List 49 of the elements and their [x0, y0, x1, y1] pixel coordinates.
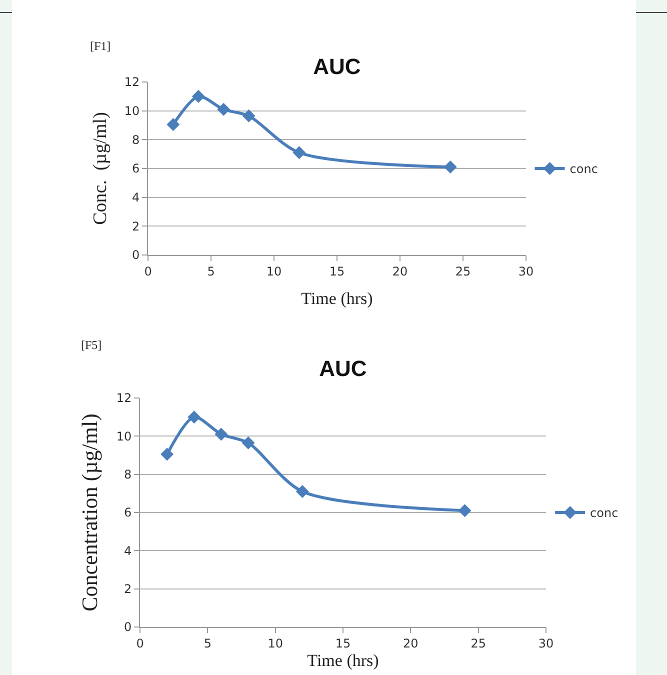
point [292, 146, 306, 160]
y-tick-label: 8 [132, 132, 140, 147]
point [242, 109, 256, 122]
point [296, 485, 309, 498]
x-tick-label: 20 [392, 264, 408, 278]
legend-label: conc [590, 506, 618, 520]
legend-label: conc [570, 162, 598, 176]
y-tick-label: 4 [132, 190, 140, 205]
x-axis-title: Time (hrs) [307, 650, 379, 670]
point [242, 436, 255, 450]
x-tick-label: 10 [268, 636, 283, 650]
point [444, 160, 457, 174]
x-tick-label: 25 [455, 264, 471, 278]
x-tick-label: 30 [538, 636, 554, 650]
chart-title: AUC [313, 54, 361, 79]
x-tick-label: 15 [329, 264, 345, 278]
point [160, 448, 174, 461]
x-axis-title: Time (hrs) [301, 288, 373, 308]
chart-title: AUC [319, 356, 367, 382]
y-tick-label: 2 [132, 219, 140, 234]
x-tick-label: 0 [144, 264, 152, 278]
point [217, 102, 230, 116]
x-tick-label: 20 [403, 636, 418, 650]
y-tick-label: 2 [124, 582, 132, 596]
x-tick-label: 25 [470, 636, 486, 650]
y-tick-label: 0 [124, 620, 132, 634]
point [166, 118, 180, 132]
x-tick-label: 5 [204, 636, 212, 650]
x-tick-label: 15 [335, 636, 351, 650]
x-tick-label: 10 [266, 264, 282, 278]
y-tick-label: 10 [124, 104, 140, 118]
y-tick-label: 12 [124, 75, 140, 90]
x-tick-label: 5 [207, 264, 215, 278]
point [214, 428, 228, 441]
text: [F5] [81, 338, 102, 352]
y-axis-title: Conc. (µg/ml) [90, 112, 112, 225]
x-tick-label: 30 [518, 264, 534, 278]
point [192, 90, 205, 103]
y-axis-title: Concentration (µg/ml) [77, 414, 102, 612]
y-tick-label: 6 [124, 506, 132, 520]
point [458, 504, 472, 518]
y-tick-label: 0 [132, 248, 140, 262]
y-tick-label: 6 [132, 162, 140, 176]
y-tick-label: 4 [124, 544, 132, 558]
y-tick-label: 8 [124, 468, 132, 482]
y-tick-label: 12 [116, 391, 132, 406]
y-tick-label: 10 [116, 429, 132, 444]
text: [F1] [90, 39, 111, 53]
point [188, 410, 201, 424]
